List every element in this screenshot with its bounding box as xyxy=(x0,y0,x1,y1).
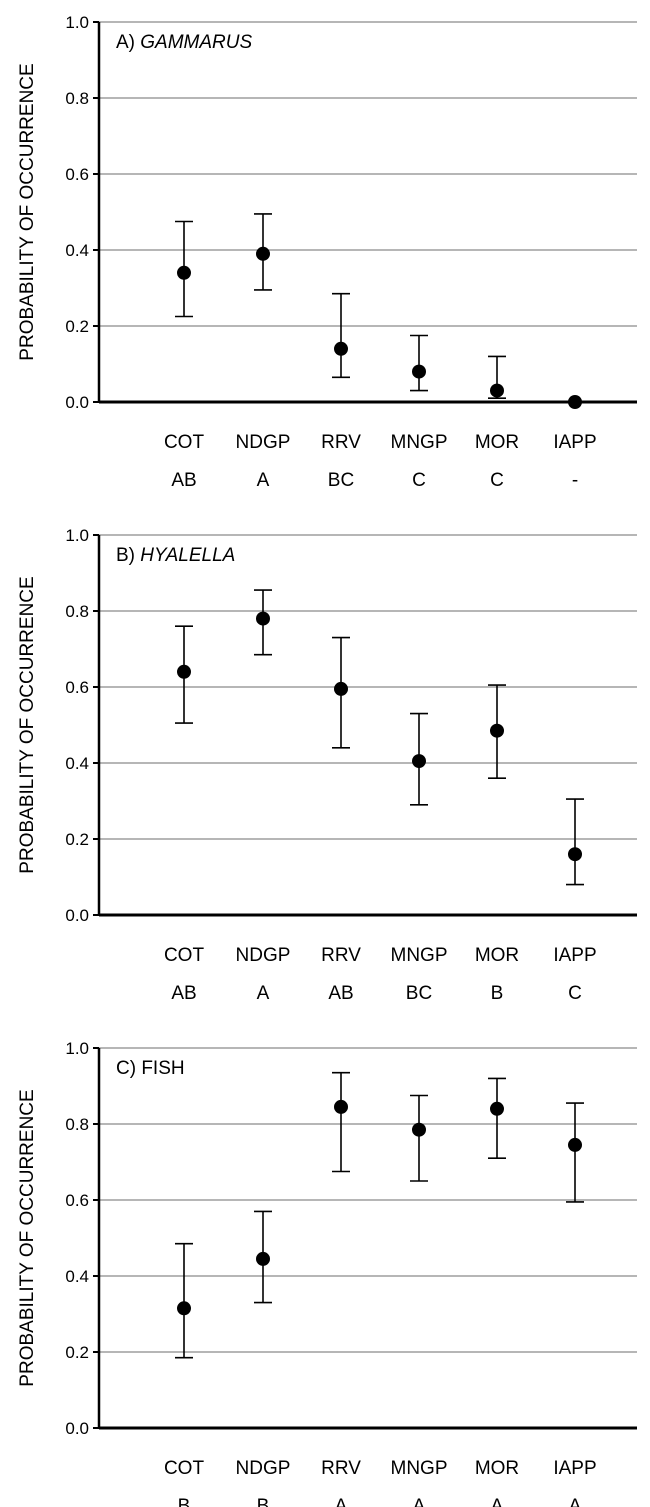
data-point xyxy=(256,246,270,261)
data-point xyxy=(568,1137,582,1152)
chart-panel-3: 0.0 0.2 0.4 0.6 0.8 1.0 PROBABILITY OF OCCURRE… xyxy=(17,1039,637,1507)
x-category-label: COT xyxy=(164,1458,205,1479)
x-category-label: NDGP xyxy=(236,432,291,453)
data-point xyxy=(568,395,582,409)
x-category-label: NDGP xyxy=(236,945,291,966)
x-category-label: NDGP xyxy=(236,1458,291,1479)
group-letter-label: B xyxy=(491,983,504,1004)
y-tick-label: 0.8 xyxy=(65,89,89,108)
panel-letter: A) xyxy=(116,32,140,53)
data-point xyxy=(412,1122,426,1137)
y-axis-label: PROBABILITY OF OCCURRENCE xyxy=(17,1089,38,1386)
x-category-label: IAPP xyxy=(553,945,596,966)
x-category-label: MNGP xyxy=(391,432,448,453)
group-letter-label: C xyxy=(568,983,582,1004)
y-tick-label: 0.4 xyxy=(65,1267,89,1286)
data-point xyxy=(412,754,426,769)
y-tick-label: 0.2 xyxy=(65,1343,89,1362)
group-letter-label: C xyxy=(412,470,426,491)
y-tick-label: 1.0 xyxy=(65,1039,89,1058)
data-point xyxy=(334,681,348,696)
data-point xyxy=(334,1099,348,1114)
y-tick-label: 0.8 xyxy=(65,602,89,621)
group-letter-label: A xyxy=(257,983,270,1004)
group-letter-label: BC xyxy=(328,470,354,491)
group-letter-label: C xyxy=(490,470,504,491)
data-point xyxy=(177,265,191,280)
y-tick-label: 0.4 xyxy=(65,241,89,260)
y-tick-label: 0.2 xyxy=(65,317,89,336)
group-letter-label: AB xyxy=(328,983,353,1004)
data-point xyxy=(568,847,582,862)
y-tick-label: 0.6 xyxy=(65,678,89,697)
panel-title: A) GAMMARUS xyxy=(116,32,253,53)
panel-taxon: HYALELLA xyxy=(140,545,235,566)
x-category-label: IAPP xyxy=(553,432,596,453)
data-point xyxy=(490,383,504,398)
y-tick-label: 0.6 xyxy=(65,1191,89,1210)
data-point xyxy=(177,1301,191,1316)
x-category-label: MOR xyxy=(475,432,519,453)
data-point xyxy=(256,611,270,626)
chart-panel-2: 0.0 0.2 0.4 0.6 0.8 1.0 PROBABILITY OF OCCURRE… xyxy=(17,526,637,1004)
panel-letter: C) xyxy=(116,1058,141,1079)
group-letter-label: A xyxy=(257,470,270,491)
group-letter-label: A xyxy=(335,1496,348,1507)
data-point xyxy=(490,1101,504,1116)
x-category-label: IAPP xyxy=(553,1458,596,1479)
x-category-label: RRV xyxy=(321,432,361,453)
x-category-label: RRV xyxy=(321,945,361,966)
y-tick-label: 0.4 xyxy=(65,754,89,773)
panel-taxon: FISH xyxy=(141,1058,184,1079)
y-tick-label: 0.6 xyxy=(65,165,89,184)
data-point xyxy=(256,1251,270,1266)
group-letter-label: B xyxy=(257,1496,270,1507)
x-category-label: COT xyxy=(164,945,205,966)
group-letter-label: B xyxy=(178,1496,191,1507)
x-category-label: MOR xyxy=(475,1458,519,1479)
data-point xyxy=(412,364,426,379)
x-category-label: MNGP xyxy=(391,1458,448,1479)
x-category-label: RRV xyxy=(321,1458,361,1479)
data-point xyxy=(177,664,191,679)
panel-letter: B) xyxy=(116,545,140,566)
panel-title: B) HYALELLA xyxy=(116,545,235,566)
x-category-label: MOR xyxy=(475,945,519,966)
group-letter-label: AB xyxy=(171,983,196,1004)
data-point xyxy=(334,341,348,356)
y-tick-label: 0.2 xyxy=(65,830,89,849)
group-letter-label: A xyxy=(413,1496,426,1507)
y-axis-label: PROBABILITY OF OCCURRENCE xyxy=(17,63,38,360)
y-tick-label: 0.0 xyxy=(65,906,89,925)
group-letter-label: BC xyxy=(406,983,432,1004)
group-letter-label: - xyxy=(572,470,578,491)
data-point xyxy=(490,723,504,738)
group-letter-label: A xyxy=(569,1496,582,1507)
group-letter-label: AB xyxy=(171,470,196,491)
y-tick-label: 0.8 xyxy=(65,1115,89,1134)
y-tick-label: 0.0 xyxy=(65,393,89,412)
y-tick-label: 1.0 xyxy=(65,526,89,545)
x-category-label: COT xyxy=(164,432,205,453)
group-letter-label: A xyxy=(491,1496,504,1507)
panel-taxon: GAMMARUS xyxy=(140,32,252,53)
chart-panel-1: 0.0 0.2 0.4 0.6 0.8 1.0 PROBABILITY OF OCCURRE… xyxy=(17,13,637,491)
y-tick-label: 0.0 xyxy=(65,1419,89,1438)
y-tick-label: 1.0 xyxy=(65,13,89,32)
y-axis-label: PROBABILITY OF OCCURRENCE xyxy=(17,576,38,873)
x-category-label: MNGP xyxy=(391,945,448,966)
panel-title: C) FISH xyxy=(116,1058,185,1079)
